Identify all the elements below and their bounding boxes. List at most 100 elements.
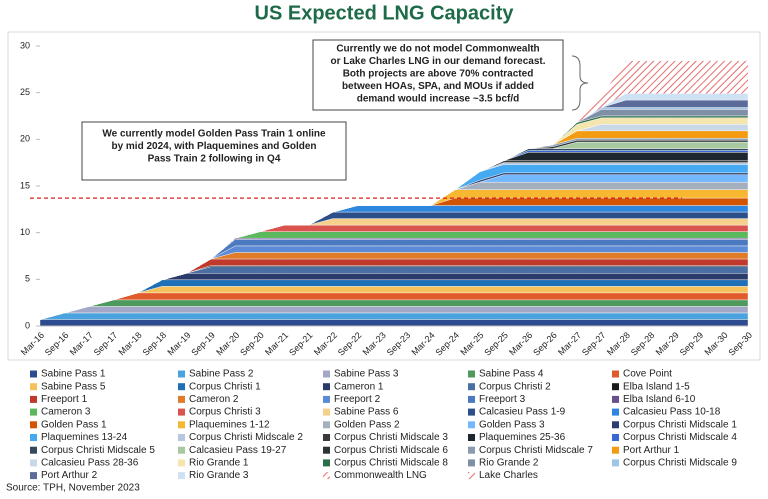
x-tick-label: Mar-18 [117,330,144,357]
legend-label: Sabine Pass 2 [189,369,254,380]
x-tick-label: Mar-22 [312,330,339,357]
x-tick-label: Sep-21 [287,330,315,358]
legend-swatch [323,370,330,378]
legend-swatch [468,472,475,480]
legend-swatch [178,434,185,441]
legend-swatch [30,459,37,467]
y-tick-label: 0 [25,320,30,330]
legend-swatch [612,370,619,378]
legend-swatch [323,383,330,391]
x-tick-label: Sep-22 [336,330,364,358]
annotation-text: between HOAs, SPA, and MOUs if added [342,81,534,92]
legend-label: Corpus Christi 3 [189,407,261,418]
annotation-brace [571,55,589,111]
overlay: We currently model Golden Pass Train 1 o… [30,39,682,199]
legend-label: Corpus Christi Midscale 1 [623,419,737,430]
x-tick-label: Sep-16 [43,330,71,358]
legend-swatch [30,370,37,378]
legend-label: Plaquemines 13-24 [41,432,128,443]
legend-swatch [323,472,330,480]
legend-label: Calcasieu Pass 28-36 [41,458,139,469]
legend-label: Corpus Christi Midscale 5 [41,445,155,456]
area-series [39,312,749,320]
area-series [39,93,749,320]
x-tick-label: Mar-30 [702,330,729,357]
legend-label: Sabine Pass 6 [334,407,399,418]
y-tick-label: 30 [20,40,30,50]
legend-swatch [323,395,330,403]
x-tick-label: Mar-17 [68,330,95,357]
x-tick-label: Mar-16 [19,330,46,357]
legend-label: Plaquemines 25-36 [479,432,566,443]
x-tick-label: Sep-27 [580,330,608,358]
legend-swatch [612,408,619,416]
annotation-text: demand would increase ~3.5 bcf/d [357,94,520,105]
legend-label: Sabine Pass 1 [41,369,106,380]
x-tick-label: Sep-20 [238,330,266,358]
legend-swatch [468,408,475,416]
legend-swatch [468,421,475,429]
x-tick-label: Sep-18 [141,330,169,358]
legend-swatch [30,395,37,403]
annotation-box [312,39,564,111]
legend-swatch [178,446,185,454]
legend-swatch [612,395,619,403]
legend-label: Rio Grande 3 [189,470,249,481]
x-tick-label: Sep-23 [385,330,413,358]
legend-label: Golden Pass 1 [41,419,107,430]
y-tick-label: 5 [25,274,30,284]
chart-title: US Expected LNG Capacity [255,2,515,24]
legend-label: Corpus Christi 1 [189,381,261,392]
legend-swatch [612,446,619,454]
x-tick-label: Sep-29 [678,330,706,358]
legend-label: Freeport 1 [41,394,88,405]
y-tick-label: 10 [20,227,30,237]
legend-label: Golden Pass 2 [334,419,400,430]
x-tick-label: Mar-25 [458,330,485,357]
legend-label: Freeport 3 [479,394,526,405]
annotation-text: Currently we do not model Commonwealth [336,44,539,55]
x-tick-label: Mar-23 [361,330,388,357]
x-tick-label: Sep-19 [189,330,217,358]
legend-swatch [30,472,37,480]
x-tick-label: Sep-24 [434,330,462,358]
legend-label: Rio Grande 1 [189,458,249,469]
legend-label: Lake Charles [479,470,538,481]
x-tick-label: Sep-25 [482,330,510,358]
x-tick-label: Sep-17 [92,330,120,358]
legend-swatch [468,383,475,391]
source-note: Source: TPH, November 2023 [6,483,140,494]
legend-label: Corpus Christi Midscale 8 [334,458,448,469]
legend-swatch [468,370,475,378]
legend-label: Port Arthur 2 [41,470,98,481]
legend-swatch [30,408,37,416]
y-tick-label: 15 [20,180,30,190]
legend-label: Freeport 2 [334,394,381,405]
legend-swatch [612,383,619,391]
legend-swatch [30,446,37,454]
legend-swatch [178,370,185,378]
legend-label: Sabine Pass 3 [334,369,399,380]
annotation-text: Both projects are above 70% contracted [343,69,534,80]
legend-label: Sabine Pass 5 [41,381,106,392]
legend-label: Corpus Christi Midscale 4 [623,432,737,443]
legend-label: Corpus Christi 2 [479,381,551,392]
legend-swatch [178,395,185,403]
area-series [39,319,749,327]
legend-label: Calcasieu Pass 19-27 [189,445,287,456]
legend-label: Port Arthur 1 [623,445,680,456]
legend-swatch [612,421,619,429]
legend-swatch [178,383,185,391]
legend-label: Cameron 2 [189,394,239,405]
x-tick-label: Sep-30 [726,330,754,358]
legend-label: Elba Island 6-10 [623,394,696,405]
legend-label: Commonwealth LNG [334,470,427,481]
legend-swatch [178,472,185,480]
legend-swatch [468,434,475,441]
legend-swatch [612,459,619,467]
legend-label: Plaquemines 1-12 [189,419,270,430]
legend-label: Golden Pass 3 [479,419,545,430]
legend-swatch [178,459,185,467]
legend-swatch [178,421,185,429]
